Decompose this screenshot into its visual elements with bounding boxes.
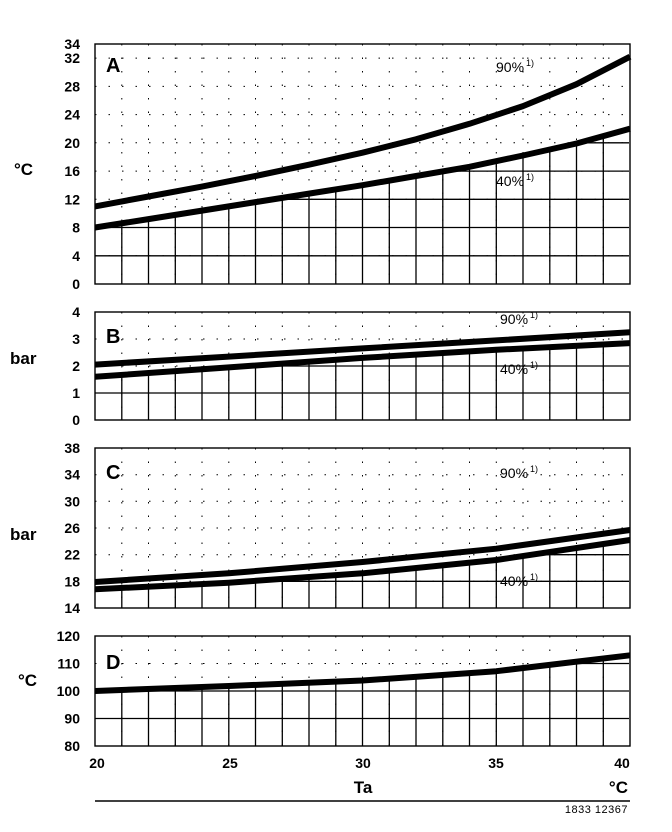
y-tick-label: 20 — [64, 135, 80, 151]
y-tick-label: 34 — [64, 36, 80, 52]
annotation-footnote: 1) — [526, 58, 534, 68]
y-tick-label: 14 — [64, 600, 80, 616]
x-tick-label: 20 — [89, 755, 105, 771]
y-tick-label: 3 — [72, 331, 80, 347]
annotation-text: 40% — [500, 361, 528, 377]
y-tick-label: 8 — [72, 220, 80, 236]
plot-frame — [94, 43, 631, 285]
figure-code: 1833 12367 — [565, 804, 628, 816]
y-tick-label: 4 — [72, 248, 80, 264]
x-tick-label: 25 — [222, 755, 238, 771]
panel-label: C — [106, 462, 120, 484]
annotation-footnote: 1) — [530, 360, 538, 370]
hatch-fill — [95, 136, 629, 284]
annotation-footnote: 1) — [526, 172, 534, 182]
panel-label: D — [106, 652, 120, 674]
x-axis-labels: 20 25 30 35 40 Ta °C 1833 12367 — [89, 755, 630, 816]
y-tick-label: 90 — [64, 711, 80, 727]
y-axis-unit: bar — [10, 349, 37, 368]
y-tick-label: 38 — [64, 440, 80, 456]
y-tick-label: 0 — [72, 412, 80, 428]
x-axis-label: Ta — [354, 778, 373, 797]
series-annotation: 90% 1) — [500, 464, 538, 481]
annotation-text: 90% — [500, 465, 528, 481]
plot-frame — [94, 311, 631, 421]
y-axis-unit: °C — [14, 160, 33, 179]
series-line-0 — [94, 54, 632, 210]
y-tick-label: 4 — [72, 304, 80, 320]
annotation-text: 90% — [500, 311, 528, 327]
annotation-text: 40% — [496, 173, 524, 189]
y-tick-label: 120 — [57, 628, 81, 644]
series-line-1 — [94, 125, 631, 231]
series-annotation: 90% 1) — [496, 58, 534, 75]
y-tick-label: 1 — [72, 385, 80, 401]
y-tick-label: 30 — [64, 493, 80, 509]
series-line-1 — [94, 340, 631, 380]
plot-frame — [94, 447, 631, 609]
y-tick-label: 34 — [64, 467, 80, 483]
panel-label: B — [106, 326, 120, 348]
y-tick-label: 100 — [57, 683, 81, 699]
annotation-text: 90% — [496, 59, 524, 75]
x-tick-label: 30 — [355, 755, 371, 771]
panel-label: A — [106, 55, 120, 77]
y-tick-label: 16 — [64, 163, 80, 179]
panel-d: 80 90 100 110 120 °C D — [18, 628, 631, 754]
series-annotation: 40% 1) — [500, 572, 538, 589]
hatch-fill — [95, 344, 629, 420]
series-annotation: 90% 1) — [500, 310, 538, 327]
y-tick-label: 24 — [64, 107, 80, 123]
x-axis-unit: °C — [609, 778, 628, 797]
series-line-0 — [94, 652, 631, 694]
y-tick-label: 12 — [64, 191, 80, 207]
y-tick-label: 32 — [64, 50, 80, 66]
y-tick-label: 110 — [57, 656, 80, 672]
y-tick-label: 0 — [72, 276, 80, 292]
series-annotation: 40% 1) — [500, 360, 538, 377]
y-tick-label: 22 — [64, 547, 80, 563]
y-tick-label: 80 — [64, 738, 80, 754]
annotation-footnote: 1) — [530, 310, 538, 320]
y-axis-unit: °C — [18, 671, 37, 690]
series-annotation: 40% 1) — [496, 172, 534, 189]
y-tick-label: 18 — [64, 573, 80, 589]
y-tick-label: 28 — [64, 78, 80, 94]
hatch-fill — [95, 658, 629, 746]
y-tick-label: 2 — [72, 358, 80, 374]
y-tick-label: 26 — [64, 520, 80, 536]
series-line-1 — [94, 537, 631, 593]
series-line-0 — [94, 527, 631, 585]
annotation-footnote: 1) — [530, 464, 538, 474]
annotation-text: 40% — [500, 573, 528, 589]
y-axis-unit: bar — [10, 525, 37, 544]
series-line-0 — [94, 329, 631, 368]
x-tick-label: 40 — [614, 755, 630, 771]
annotation-footnote: 1) — [530, 572, 538, 582]
x-tick-label: 35 — [488, 755, 504, 771]
